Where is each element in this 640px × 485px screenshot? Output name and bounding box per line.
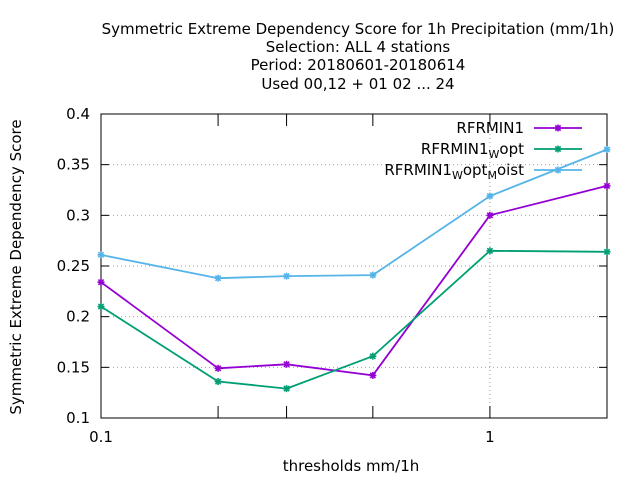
- chart-title: Symmetric Extreme Dependency Score for 1…: [102, 20, 615, 93]
- x-axis-label: thresholds mm/1h: [283, 457, 420, 475]
- tick-labels: 0.1 0.15 0.2 0.25 0.3 0.35 0.4 0.1 1: [57, 105, 495, 446]
- legend-label-1: RFRMIN1: [456, 119, 524, 137]
- grid: [101, 114, 607, 418]
- y-tick-label: 0.2: [66, 308, 90, 326]
- legend-text-part: opt: [463, 161, 488, 179]
- data-point: [283, 272, 291, 280]
- data-point: [214, 274, 222, 282]
- y-tick-label: 0.4: [66, 105, 90, 123]
- axes: [100, 113, 608, 419]
- legend-text-part: oist: [497, 161, 524, 179]
- data-point: [97, 278, 105, 286]
- y-tick-label: 0.3: [66, 206, 90, 224]
- legend-text-part: RFRMIN1: [456, 119, 524, 137]
- series-line-2: [100, 249, 608, 390]
- data-point: [603, 248, 611, 256]
- x-tick-label: 0.1: [89, 428, 113, 446]
- legend-text-part: RFRMIN1: [384, 161, 452, 179]
- series-line-3: [100, 148, 608, 280]
- title-line-4: Used 00,12 + 01 02 ... 24: [261, 75, 454, 93]
- x-tick-label: 1: [485, 428, 495, 446]
- data-point: [369, 371, 377, 379]
- y-tick-label: 0.1: [66, 409, 90, 427]
- title-line-2: Selection: ALL 4 stations: [266, 38, 451, 56]
- data-point: [603, 145, 611, 153]
- series-line-1: [100, 185, 608, 377]
- data-point: [486, 211, 494, 219]
- series-lines: [97, 145, 611, 393]
- title-line-1: Symmetric Extreme Dependency Score for 1…: [102, 20, 615, 38]
- data-point: [603, 182, 611, 190]
- data-point: [369, 352, 377, 360]
- legend-text-part: M: [487, 169, 497, 182]
- data-point: [283, 385, 291, 393]
- legend-text-part: opt: [499, 140, 524, 158]
- legend-text-part: RFRMIN1: [421, 140, 489, 158]
- data-point: [214, 364, 222, 372]
- y-axis-label: Symmetric Extreme Dependency Score: [7, 119, 25, 414]
- data-point: [214, 378, 222, 386]
- legend-marker: [554, 124, 562, 132]
- legend-label-2: RFRMIN1Wopt: [421, 140, 524, 161]
- data-point: [369, 271, 377, 279]
- y-tick-label: 0.35: [57, 156, 90, 174]
- legend-marker: [554, 166, 562, 174]
- data-point: [486, 192, 494, 200]
- title-line-3: Period: 20180601-20180614: [251, 56, 466, 74]
- y-tick-label: 0.25: [57, 257, 90, 275]
- legend-text-part: W: [489, 148, 500, 161]
- y-tick-label: 0.15: [57, 358, 90, 376]
- plot-frame: [100, 113, 608, 419]
- legend-text-part: W: [452, 169, 463, 182]
- data-point: [97, 303, 105, 311]
- data-point: [486, 247, 494, 255]
- legend-marker: [554, 145, 562, 153]
- legend-label-3: RFRMIN1WoptMoist: [384, 161, 524, 182]
- data-point: [97, 251, 105, 259]
- data-point: [283, 360, 291, 368]
